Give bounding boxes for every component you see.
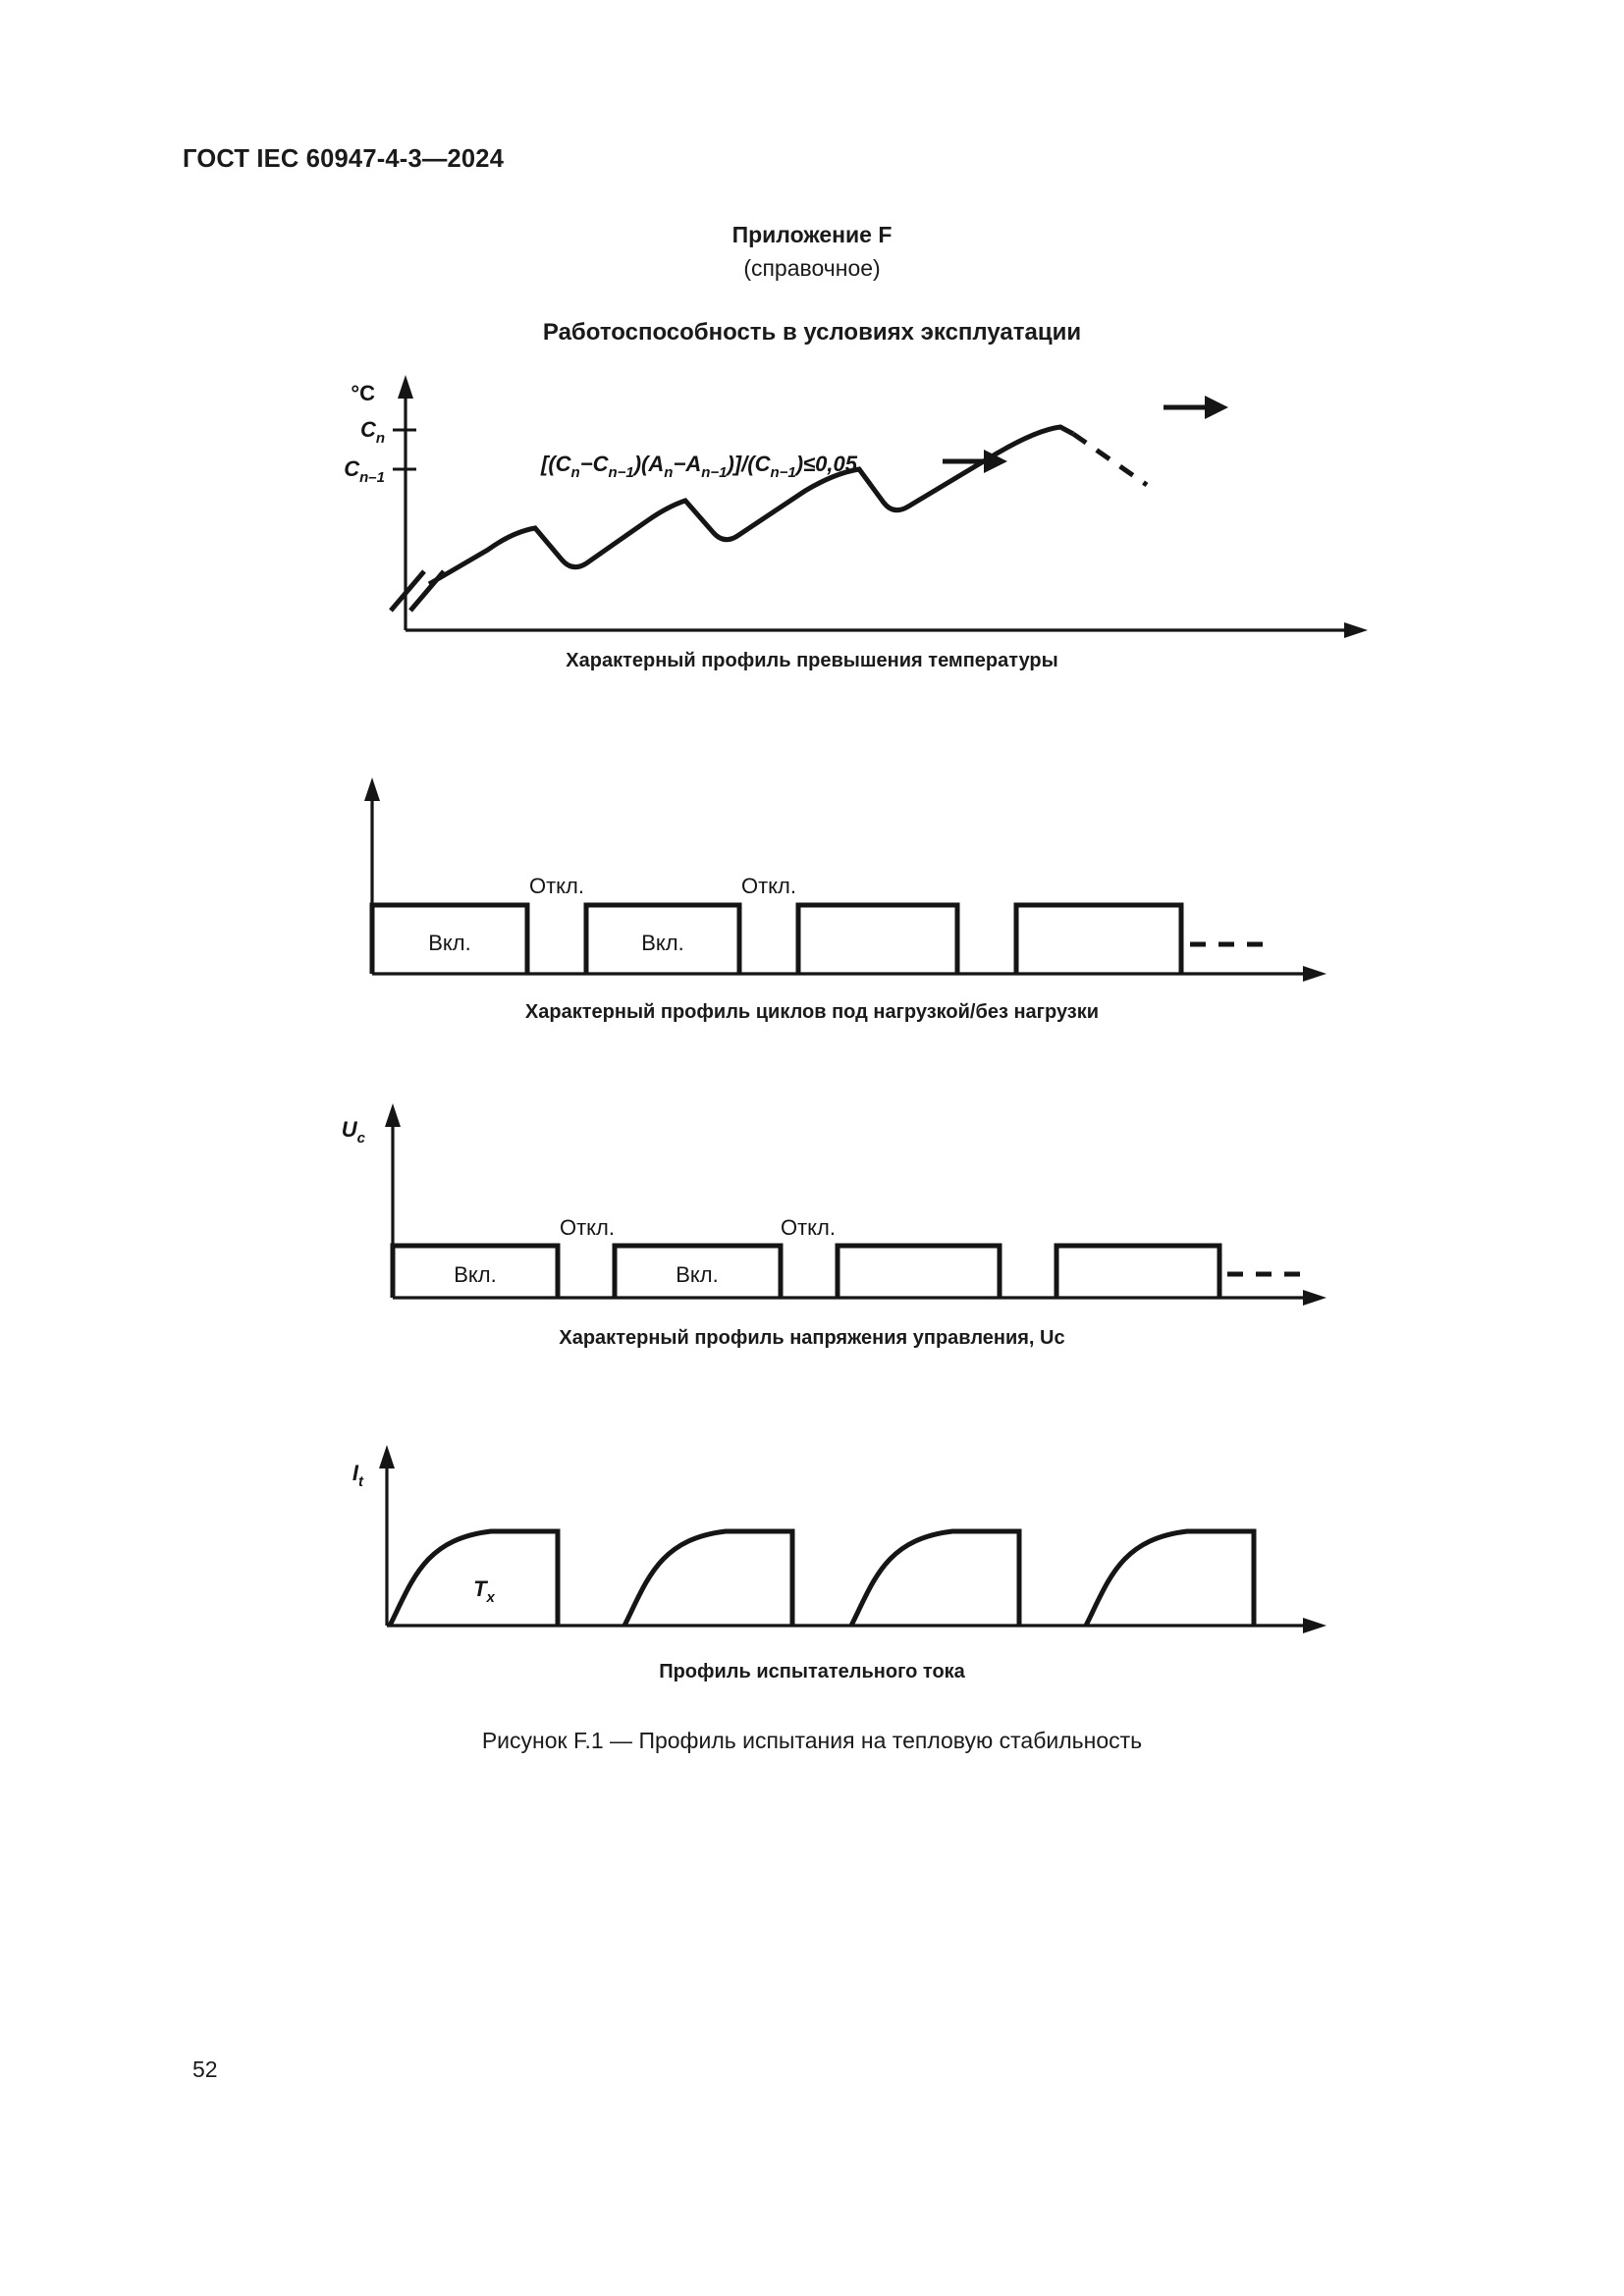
y-axis-unit-label: °C	[351, 381, 375, 405]
pulse-label-on-1: Вкл.	[428, 931, 471, 955]
pulse-box-2	[612, 1243, 784, 1298]
temperature-curve	[427, 424, 1075, 587]
x-axis-arrowhead	[1303, 966, 1326, 982]
pulse-box-3	[835, 1243, 1002, 1298]
chart-control-voltage-profile: Uc Вкл. Вкл. Откл. Откл. Характерный про…	[0, 1090, 1624, 1350]
page-number: 52	[192, 2056, 218, 2082]
chart-temperature-caption: Характерный профиль превышения температу…	[566, 650, 1058, 671]
pulse-box-1	[390, 1243, 561, 1298]
trend-arrow-1	[943, 450, 1007, 473]
pulse-label-off-2: Откл.	[741, 874, 796, 898]
current-pulse-3	[848, 1528, 1022, 1628]
pulse-label-off-2: Откл.	[781, 1215, 836, 1240]
axis-break-slash-1	[389, 569, 426, 613]
current-pulse-4	[1083, 1528, 1257, 1628]
y-axis-arrowhead	[364, 777, 380, 801]
annex-heading-block: Приложение F (справочное)	[0, 218, 1624, 285]
load-cycle-profile-svg: Вкл. Вкл. Откл. Откл.	[364, 777, 1326, 982]
pulse-box-4	[1054, 1243, 1222, 1298]
trend-arrow-2	[1164, 396, 1228, 419]
pulse-box-2	[583, 902, 742, 974]
y-axis-label-it: It	[352, 1461, 364, 1490]
chart-temperature-profile: °C Cn Cn–1 [(Cn−Cn−1)(An−An−1)]/(Cn−1)≤0…	[0, 363, 1624, 672]
pulse-label-on-1: Вкл.	[454, 1262, 497, 1287]
pulse-label-on-2: Вкл.	[676, 1262, 719, 1287]
chart-test-current-profile: It Tx Профиль испытательного тока	[0, 1433, 1624, 1683]
chart-test-current-caption: Профиль испытательного тока	[659, 1661, 965, 1682]
y-tick-label-cn: Cn	[360, 417, 385, 447]
annotation-tx: Tx	[473, 1576, 495, 1606]
current-pulse-1	[387, 1528, 561, 1628]
formula-annotation: [(Cn−Cn−1)(An−An−1)]/(Cn−1)≤0,05	[540, 452, 858, 481]
y-axis-arrowhead	[398, 375, 413, 399]
y-tick-label-cn-minus-1: Cn–1	[344, 456, 385, 486]
annex-title: Приложение F	[731, 222, 893, 247]
x-axis-arrowhead	[1303, 1618, 1326, 1633]
current-pulse-2	[622, 1528, 795, 1628]
y-axis-arrowhead	[379, 1445, 395, 1468]
x-axis-arrowhead	[1344, 622, 1368, 638]
pulse-box-4	[1013, 902, 1184, 974]
figure-number-caption: Рисунок F.1 — Профиль испытания на тепло…	[481, 1728, 1143, 1753]
chart-control-voltage-caption: Характерный профиль напряжения управлени…	[559, 1327, 1065, 1349]
page-header-standard-number: ГОСТ IEC 60947-4-3—2024	[183, 145, 505, 173]
annex-subtitle: (справочное)	[743, 255, 881, 281]
pulse-label-on-2: Вкл.	[641, 931, 684, 955]
chart-load-cycle-profile: Вкл. Вкл. Откл. Откл. Характерный профил…	[0, 766, 1624, 1024]
pulse-box-1	[369, 902, 530, 974]
temperature-curve-dashed-tail	[1071, 431, 1149, 488]
y-axis-arrowhead	[385, 1103, 401, 1127]
pulse-box-3	[795, 902, 960, 974]
pulse-label-off-1: Откл.	[560, 1215, 615, 1240]
x-axis-arrowhead	[1303, 1290, 1326, 1306]
temperature-profile-svg: °C Cn Cn–1 [(Cn−Cn−1)(An−An−1)]/(Cn−1)≤0…	[344, 375, 1368, 638]
y-axis-label-uc: Uc	[342, 1117, 366, 1147]
test-current-profile-svg: It Tx	[352, 1445, 1326, 1633]
chart-load-cycle-caption: Характерный профиль циклов под нагрузкой…	[524, 1001, 1100, 1023]
pulse-label-off-1: Откл.	[529, 874, 584, 898]
section-title: Работоспособность в условиях эксплуатаци…	[542, 319, 1082, 346]
control-voltage-profile-svg: Uc Вкл. Вкл. Откл. Откл.	[342, 1103, 1326, 1306]
